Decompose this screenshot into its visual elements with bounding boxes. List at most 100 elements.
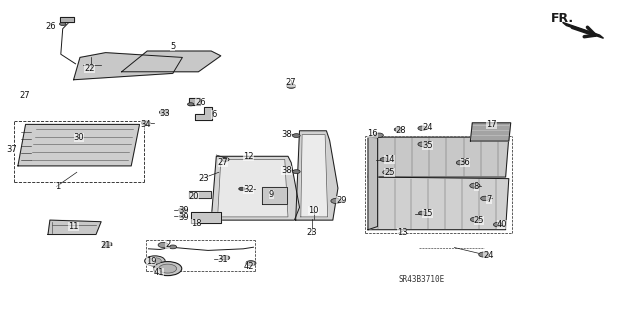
Text: 24: 24 bbox=[483, 251, 493, 260]
Text: 15: 15 bbox=[422, 209, 433, 218]
Circle shape bbox=[169, 245, 177, 249]
Text: 41: 41 bbox=[154, 268, 164, 277]
Circle shape bbox=[179, 215, 186, 218]
Circle shape bbox=[479, 252, 489, 257]
Text: 28: 28 bbox=[396, 126, 406, 135]
Text: 37: 37 bbox=[6, 145, 17, 154]
Text: 34: 34 bbox=[140, 120, 150, 129]
Circle shape bbox=[159, 110, 168, 115]
Text: 25: 25 bbox=[384, 168, 394, 177]
Text: 24: 24 bbox=[422, 123, 433, 132]
Text: 26: 26 bbox=[195, 98, 206, 107]
Circle shape bbox=[287, 84, 296, 88]
Circle shape bbox=[141, 121, 150, 125]
Circle shape bbox=[148, 258, 161, 264]
Text: 11: 11 bbox=[68, 222, 79, 231]
Text: 38: 38 bbox=[281, 130, 292, 139]
Polygon shape bbox=[368, 137, 378, 230]
Polygon shape bbox=[368, 137, 509, 177]
Text: 23: 23 bbox=[307, 228, 317, 237]
Polygon shape bbox=[48, 220, 101, 234]
Text: 33: 33 bbox=[160, 109, 170, 118]
Circle shape bbox=[239, 187, 245, 190]
Circle shape bbox=[145, 256, 165, 266]
Text: 14: 14 bbox=[384, 155, 394, 164]
Circle shape bbox=[331, 198, 341, 204]
Text: 2: 2 bbox=[165, 240, 170, 249]
Circle shape bbox=[383, 170, 392, 174]
Text: 9: 9 bbox=[269, 190, 274, 199]
Circle shape bbox=[394, 128, 402, 131]
Circle shape bbox=[246, 261, 256, 266]
Circle shape bbox=[103, 242, 112, 246]
Polygon shape bbox=[470, 123, 511, 141]
Polygon shape bbox=[189, 191, 211, 198]
Polygon shape bbox=[301, 135, 328, 217]
Text: 23: 23 bbox=[198, 174, 209, 183]
Circle shape bbox=[419, 211, 426, 215]
Polygon shape bbox=[122, 51, 221, 72]
Polygon shape bbox=[296, 131, 338, 220]
Circle shape bbox=[292, 170, 300, 174]
Circle shape bbox=[188, 103, 194, 106]
Text: 27: 27 bbox=[218, 158, 228, 167]
Polygon shape bbox=[60, 17, 74, 22]
Circle shape bbox=[154, 262, 182, 276]
Polygon shape bbox=[189, 98, 200, 105]
Text: 38: 38 bbox=[281, 166, 292, 175]
Text: 18: 18 bbox=[191, 219, 202, 228]
Circle shape bbox=[221, 158, 229, 161]
Text: 17: 17 bbox=[486, 120, 497, 129]
Text: 10: 10 bbox=[308, 206, 319, 215]
Text: 6: 6 bbox=[211, 110, 216, 119]
Text: 29: 29 bbox=[336, 197, 346, 205]
Text: 12: 12 bbox=[243, 152, 253, 161]
Text: FR.: FR. bbox=[550, 11, 573, 25]
Polygon shape bbox=[191, 212, 221, 223]
Text: 7: 7 bbox=[486, 195, 492, 204]
Text: 26: 26 bbox=[45, 22, 56, 31]
Text: 39: 39 bbox=[178, 206, 189, 215]
Polygon shape bbox=[195, 107, 212, 120]
Circle shape bbox=[374, 133, 383, 137]
Circle shape bbox=[380, 158, 388, 161]
Text: 19: 19 bbox=[146, 257, 156, 266]
Circle shape bbox=[493, 222, 502, 227]
Text: 25: 25 bbox=[474, 216, 484, 225]
Text: 40: 40 bbox=[497, 220, 507, 229]
Polygon shape bbox=[218, 160, 288, 217]
Text: 5: 5 bbox=[170, 42, 175, 51]
Circle shape bbox=[60, 22, 66, 26]
Text: 16: 16 bbox=[367, 130, 378, 138]
Text: SR43B3710E: SR43B3710E bbox=[398, 275, 444, 284]
Text: 20: 20 bbox=[189, 192, 199, 201]
Text: 30: 30 bbox=[74, 133, 84, 142]
Polygon shape bbox=[211, 156, 300, 220]
Circle shape bbox=[159, 264, 177, 273]
Text: 31: 31 bbox=[218, 256, 228, 264]
Circle shape bbox=[221, 256, 230, 260]
Polygon shape bbox=[18, 124, 140, 166]
Circle shape bbox=[179, 208, 186, 212]
Polygon shape bbox=[563, 22, 604, 38]
Text: 36: 36 bbox=[460, 158, 470, 167]
Text: 13: 13 bbox=[397, 228, 408, 237]
Circle shape bbox=[470, 183, 480, 188]
Circle shape bbox=[456, 160, 465, 165]
Text: 32: 32 bbox=[243, 185, 254, 194]
Text: 39: 39 bbox=[178, 213, 189, 222]
Polygon shape bbox=[74, 53, 182, 80]
Text: 1: 1 bbox=[55, 182, 60, 191]
Text: 35: 35 bbox=[422, 141, 433, 150]
Circle shape bbox=[481, 196, 490, 201]
Text: 27: 27 bbox=[286, 78, 296, 87]
Text: 22: 22 bbox=[84, 64, 95, 73]
Circle shape bbox=[470, 217, 479, 222]
Circle shape bbox=[418, 142, 427, 146]
Text: 27: 27 bbox=[19, 91, 30, 100]
Circle shape bbox=[158, 242, 168, 248]
Polygon shape bbox=[368, 177, 509, 230]
Circle shape bbox=[292, 134, 300, 137]
Circle shape bbox=[418, 126, 427, 130]
Polygon shape bbox=[262, 187, 287, 204]
